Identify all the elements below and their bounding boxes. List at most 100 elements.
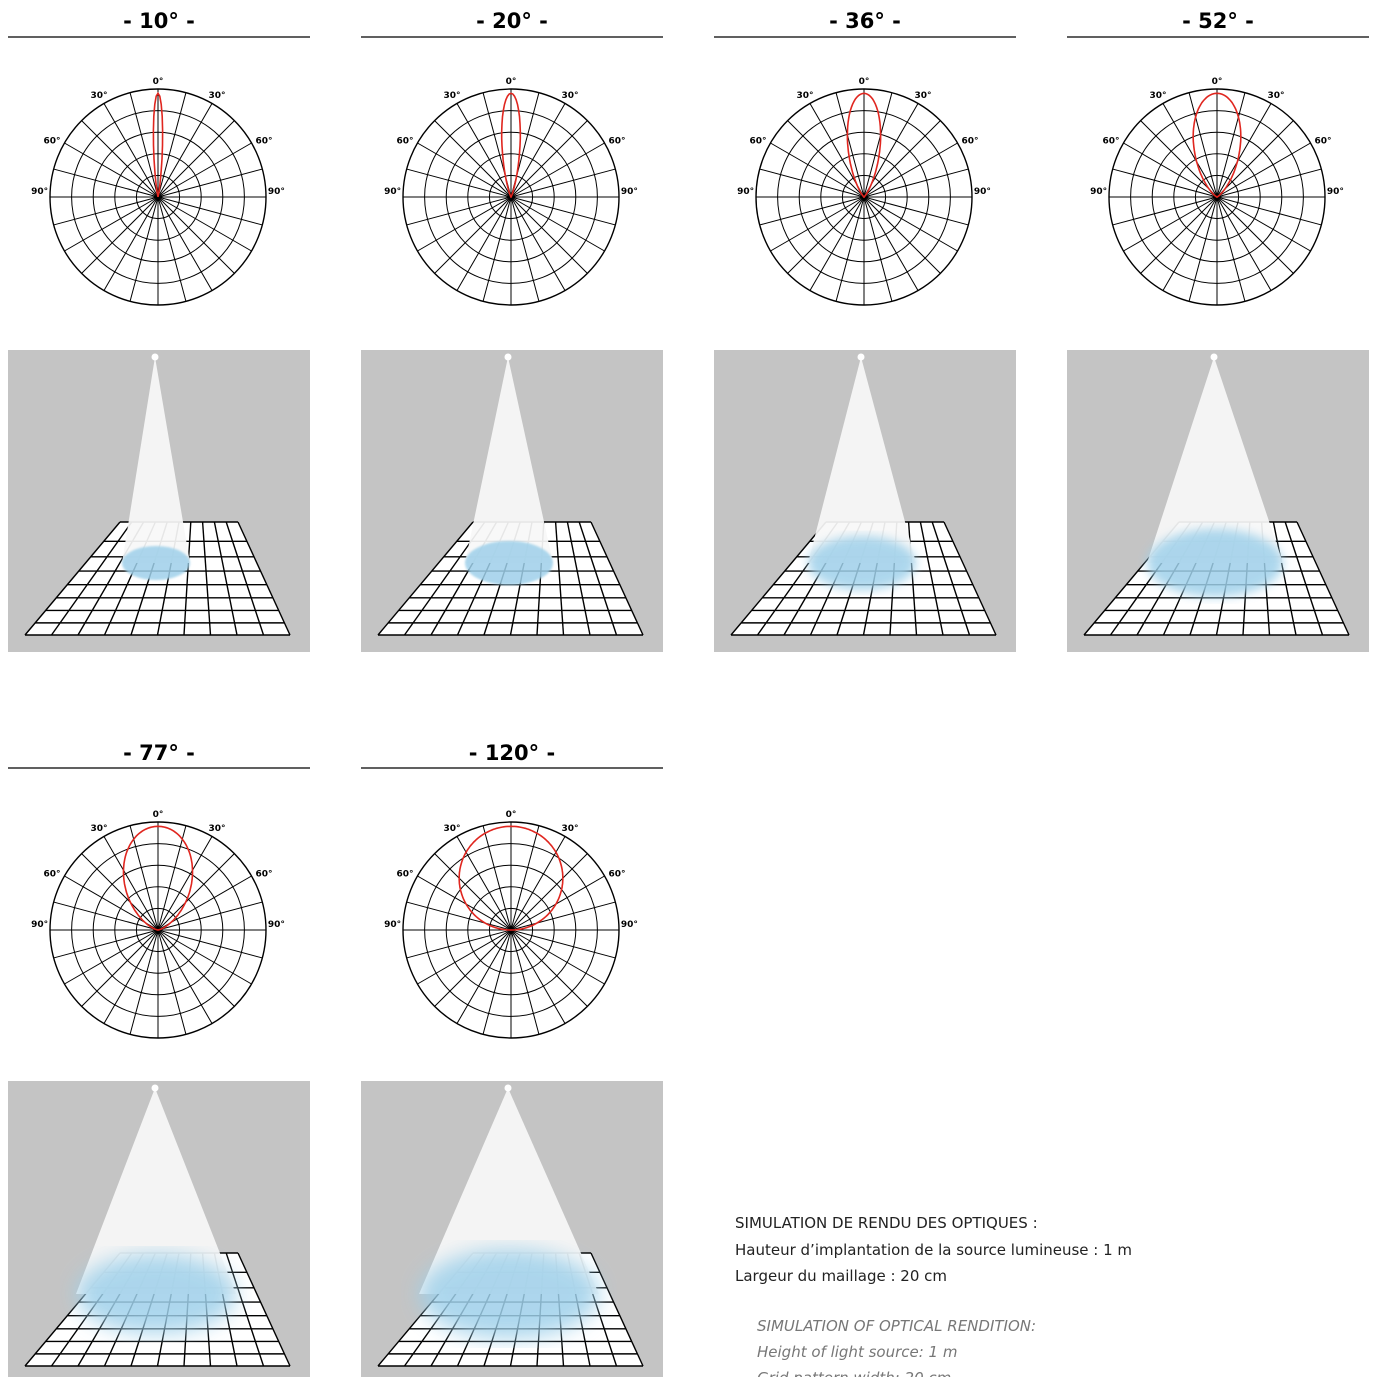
note-line: Grid pattern width: 20 cm (757, 1369, 951, 1377)
note-heading: SIMULATION DE RENDU DES OPTIQUES : (735, 1214, 1038, 1232)
polar-spoke (510, 929, 540, 1035)
polar-spoke (1216, 168, 1322, 198)
polar-spoke (1216, 142, 1311, 198)
polar-spoke (157, 929, 213, 1024)
angle-label: 90° (268, 920, 285, 930)
polar-spoke (1216, 196, 1294, 274)
panel-title: - 36° - (829, 9, 901, 33)
angle-label: 60° (1314, 137, 1331, 147)
polar-spoke (770, 142, 865, 198)
polar-spoke (417, 142, 512, 198)
polar-spoke (157, 196, 263, 226)
polar-spoke (510, 196, 540, 302)
polar-spoke (863, 168, 969, 198)
angle-label: 90° (974, 187, 991, 197)
polar-spoke (81, 196, 159, 274)
polar-spoke (863, 120, 941, 198)
panel-title: - 10° - (123, 9, 195, 33)
polar-spoke (157, 103, 213, 198)
render (8, 350, 310, 652)
note-line: Height of light source: 1 m (757, 1343, 957, 1361)
angle-label: 30° (1267, 91, 1284, 101)
polar-spoke (510, 120, 588, 198)
angle-label: 30° (208, 91, 225, 101)
angle-label: 60° (255, 870, 272, 880)
polar-diagram: 0° 30° 30° 60° 60° 90° 90° (384, 810, 638, 1039)
polar-spoke (157, 92, 187, 198)
polar-spoke (406, 196, 512, 226)
polar-spoke (157, 901, 263, 931)
angle-label: 0° (506, 77, 517, 87)
polar-spoke (863, 196, 941, 274)
angle-label: 30° (90, 91, 107, 101)
polar-spoke (1188, 196, 1218, 302)
angle-label: 90° (384, 920, 401, 930)
polar-spoke (510, 836, 566, 931)
polar-spoke (482, 825, 512, 931)
polar-spoke (510, 929, 566, 1024)
polar-spoke (835, 92, 865, 198)
panels: - 10° - 0° 30° 30° 60° 60° 90° 90° - 20° - 0° 30° 3… (8, 9, 1369, 1377)
light-cone (1147, 357, 1283, 563)
polar-spoke (129, 929, 159, 1035)
polar-spoke (53, 901, 159, 931)
light-source (151, 353, 159, 361)
light-cone (419, 1088, 599, 1294)
angle-label: 60° (961, 137, 978, 147)
angle-label: 90° (621, 920, 638, 930)
render (361, 1081, 663, 1377)
polar-spoke (406, 929, 512, 959)
angle-label: 60° (397, 870, 414, 880)
angle-label: 30° (443, 824, 460, 834)
polar-spoke (1112, 168, 1218, 198)
polar-spoke (417, 196, 512, 252)
polar-spoke (103, 196, 159, 291)
polar-spoke (1112, 196, 1218, 226)
render (1067, 350, 1369, 652)
polar-spoke (809, 196, 865, 291)
polar-spoke (1162, 103, 1218, 198)
polar-diagram: 0° 30° 30° 60° 60° 90° 90° (384, 77, 638, 306)
angle-label: 0° (153, 810, 164, 820)
angle-label: 30° (1149, 91, 1166, 101)
angle-label: 60° (1103, 137, 1120, 147)
polar-spoke (1140, 196, 1218, 274)
polar-spoke (510, 929, 616, 959)
render (714, 350, 1016, 652)
angle-label: 30° (561, 91, 578, 101)
notes: SIMULATION DE RENDU DES OPTIQUES : Haute… (735, 1214, 1132, 1377)
polar-spoke (64, 142, 159, 198)
polar-spoke (510, 196, 605, 252)
angle-label: 90° (1327, 187, 1344, 197)
polar-spoke (510, 196, 588, 274)
polar-spoke (157, 196, 235, 274)
beam-lobe (122, 825, 194, 931)
light-cone (76, 1088, 236, 1294)
light-spot (419, 1249, 599, 1339)
polar-spoke (64, 929, 159, 985)
polar-spoke (157, 120, 235, 198)
angle-label: 90° (621, 187, 638, 197)
polar-spoke (64, 196, 159, 252)
polar-spoke (863, 196, 919, 291)
light-spot (808, 536, 916, 590)
polar-spoke (157, 929, 235, 1007)
polar-spoke (157, 196, 252, 252)
note-heading: SIMULATION OF OPTICAL RENDITION: (757, 1317, 1036, 1335)
polar-spoke (510, 875, 605, 931)
polar-spoke (157, 196, 187, 302)
light-source (1210, 353, 1218, 361)
light-cone (808, 357, 916, 563)
polar-spoke (510, 901, 616, 931)
polar-spoke (103, 103, 159, 198)
polar-spoke (1216, 120, 1294, 198)
polar-spoke (434, 929, 512, 1007)
note-line: Largeur du maillage : 20 cm (735, 1267, 947, 1285)
panel-title: - 120° - (469, 741, 555, 765)
render (361, 350, 663, 652)
polar-spoke (417, 929, 512, 985)
polar-spoke (863, 196, 958, 252)
panel-title: - 20° - (476, 9, 548, 33)
angle-label: 30° (561, 824, 578, 834)
